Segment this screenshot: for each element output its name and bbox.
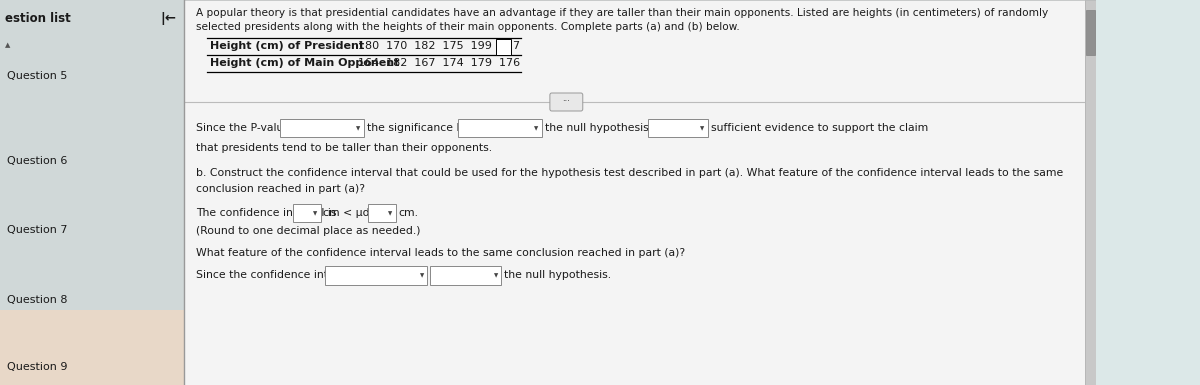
Text: ▼: ▼ xyxy=(420,273,424,278)
Text: Height (cm) of President: Height (cm) of President xyxy=(210,40,365,50)
FancyBboxPatch shape xyxy=(496,38,511,55)
Text: Since the P-value is: Since the P-value is xyxy=(197,123,302,133)
Text: selected presidents along with the heights of their main opponents. Complete par: selected presidents along with the heigh… xyxy=(197,22,740,32)
Text: ▼: ▼ xyxy=(494,273,498,278)
FancyBboxPatch shape xyxy=(0,0,184,50)
Text: ▼: ▼ xyxy=(313,211,317,216)
Text: the null hypothesis. There: the null hypothesis. There xyxy=(545,123,688,133)
Text: Question 5: Question 5 xyxy=(7,71,67,81)
Text: A popular theory is that presidential candidates have an advantage if they are t: A popular theory is that presidential ca… xyxy=(197,8,1049,18)
Text: b. Construct the confidence interval that could be used for the hypothesis test : b. Construct the confidence interval tha… xyxy=(197,168,1063,178)
FancyBboxPatch shape xyxy=(1086,10,1096,55)
Text: conclusion reached in part (a)?: conclusion reached in part (a)? xyxy=(197,184,365,194)
Text: ▲: ▲ xyxy=(5,42,10,48)
Text: (Round to one decimal place as needed.): (Round to one decimal place as needed.) xyxy=(197,226,421,236)
FancyBboxPatch shape xyxy=(368,204,396,222)
Text: ▼: ▼ xyxy=(701,127,704,132)
Text: 164  182  167  174  179  176: 164 182 167 174 179 176 xyxy=(358,57,520,67)
FancyBboxPatch shape xyxy=(280,119,364,137)
Text: Since the confidence interval contains: Since the confidence interval contains xyxy=(197,270,406,280)
Text: ▼: ▼ xyxy=(356,127,360,132)
Text: |←: |← xyxy=(161,12,176,25)
FancyBboxPatch shape xyxy=(648,119,708,137)
Text: sufficient evidence to support the claim: sufficient evidence to support the claim xyxy=(710,123,928,133)
Text: estion list: estion list xyxy=(5,12,71,25)
Text: ···: ··· xyxy=(563,97,570,107)
FancyBboxPatch shape xyxy=(0,310,184,385)
FancyBboxPatch shape xyxy=(325,266,427,285)
Text: cm.: cm. xyxy=(398,208,419,218)
Text: The confidence interval is: The confidence interval is xyxy=(197,208,337,218)
FancyBboxPatch shape xyxy=(431,266,502,285)
Text: What feature of the confidence interval leads to the same conclusion reached in : What feature of the confidence interval … xyxy=(197,248,685,258)
Text: cm < μd <: cm < μd < xyxy=(323,208,383,218)
Text: Question 8: Question 8 xyxy=(7,295,68,305)
Text: Question 9: Question 9 xyxy=(7,362,68,372)
Text: 180  170  182  175  199  177: 180 170 182 175 199 177 xyxy=(358,40,520,50)
FancyBboxPatch shape xyxy=(550,93,583,111)
Text: the null hypothesis.: the null hypothesis. xyxy=(504,270,611,280)
FancyBboxPatch shape xyxy=(0,0,184,310)
Text: Question 6: Question 6 xyxy=(7,156,67,166)
FancyBboxPatch shape xyxy=(293,204,320,222)
Text: Question 7: Question 7 xyxy=(7,225,68,235)
Text: the significance level,: the significance level, xyxy=(367,123,486,133)
FancyBboxPatch shape xyxy=(1085,0,1096,385)
Text: ▼: ▼ xyxy=(534,127,539,132)
FancyBboxPatch shape xyxy=(184,0,1085,385)
Text: Height (cm) of Main Opponent: Height (cm) of Main Opponent xyxy=(210,57,400,67)
FancyBboxPatch shape xyxy=(457,119,541,137)
Text: that presidents tend to be taller than their opponents.: that presidents tend to be taller than t… xyxy=(197,143,492,153)
Text: ▼: ▼ xyxy=(388,211,392,216)
